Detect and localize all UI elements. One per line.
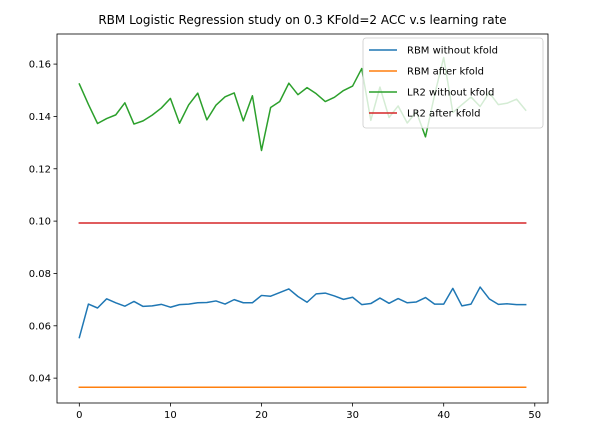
y-tick-label: 0.16 (29, 60, 51, 71)
y-tick-label: 0.08 (29, 269, 51, 280)
y-tick-label: 0.12 (29, 164, 51, 175)
x-tick-label: 40 (437, 410, 450, 421)
plot-frame (56, 33, 549, 404)
y-axis: 0.04 0.06 0.08 0.10 0.12 0.14 0.16 (29, 60, 57, 385)
legend-item: RBM after kfold (369, 67, 484, 78)
legend-label: LR2 after kfold (407, 109, 480, 120)
series-rbm-without-kfold (78, 286, 527, 339)
series-line-rbm-without-kfold (78, 286, 527, 339)
legend-item: LR2 after kfold (369, 109, 480, 120)
x-tick-label: 30 (346, 410, 359, 421)
legend-item: RBM without kfold (369, 46, 498, 57)
x-tick-label: 20 (255, 410, 268, 421)
legend: RBM without kfold RBM after kfold LR2 with… (362, 37, 544, 129)
x-axis: 0 10 20 30 40 50 (76, 403, 541, 421)
y-tick-label: 0.06 (29, 321, 51, 332)
legend-label: RBM without kfold (407, 46, 498, 57)
chart-title: RBM Logistic Regression study on 0.3 KFo… (98, 13, 506, 27)
y-tick-label: 0.10 (29, 217, 51, 228)
x-tick-label: 10 (164, 410, 177, 421)
x-tick-label: 0 (76, 410, 82, 421)
y-tick-label: 0.14 (29, 112, 51, 123)
y-tick-label: 0.04 (29, 374, 51, 385)
legend-label: LR2 without kfold (407, 88, 494, 99)
legend-label: RBM after kfold (407, 67, 484, 78)
legend-item: LR2 without kfold (369, 88, 494, 99)
legend-box (362, 37, 544, 129)
x-tick-label: 50 (528, 410, 541, 421)
